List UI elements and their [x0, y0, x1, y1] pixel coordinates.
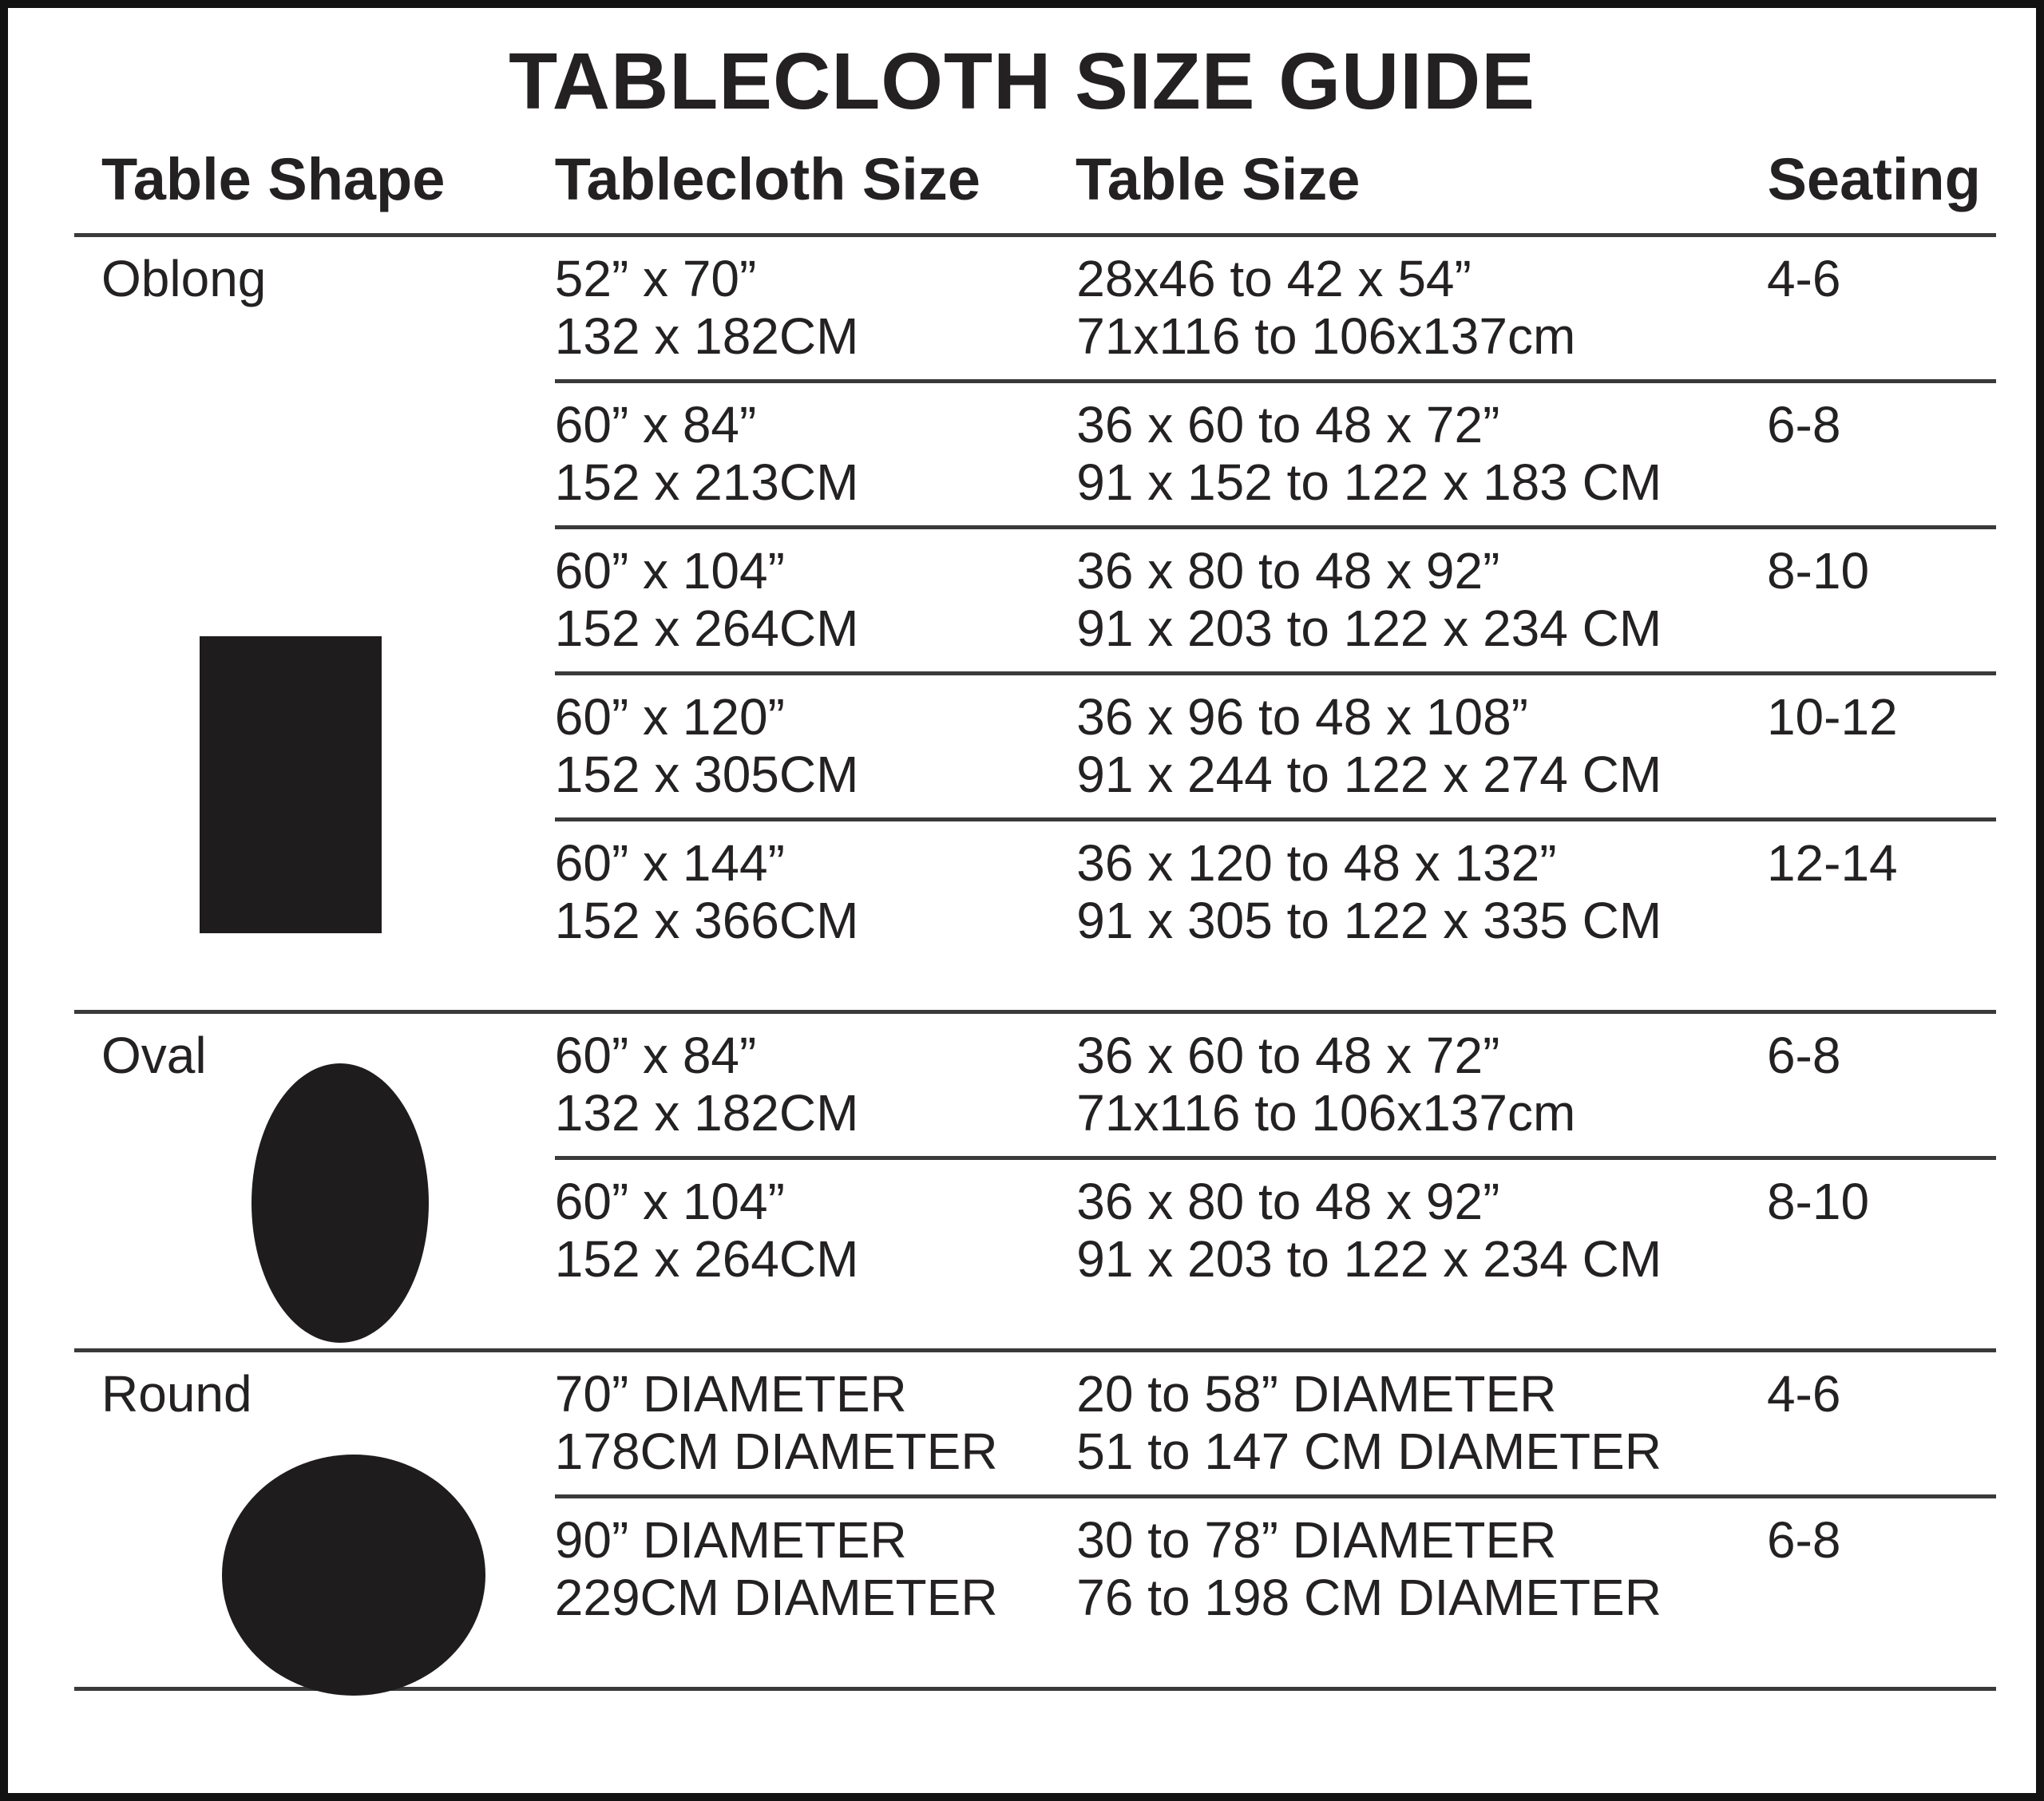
seating-cell: 6-8 — [1766, 396, 1841, 453]
table-size-cell: 36 x 60 to 48 x 72” 91 x 152 to 122 x 18… — [1076, 396, 1767, 511]
table-row: 70” DIAMETER 178CM DIAMETER 20 to 58” DI… — [554, 1352, 1996, 1498]
table-size-cell: 30 to 78” DIAMETER 76 to 198 CM DIAMETER — [1076, 1511, 1767, 1626]
size-line-cm: 91 x 152 to 122 x 183 CM — [1076, 453, 1662, 511]
seating-cell: 4-6 — [1766, 250, 1841, 307]
size-line-cm: 152 x 366CM — [554, 892, 859, 949]
tablecloth-size-cell: 60” x 104” 152 x 264CM — [555, 1173, 1077, 1288]
size-line-inches: 36 x 80 to 48 x 92” — [1076, 542, 1500, 600]
size-line-cm: 229CM DIAMETER — [554, 1569, 998, 1626]
table-row: 60” x 104” 152 x 264CM 36 x 80 to 48 x 9… — [555, 1160, 1996, 1348]
size-line-inches: 36 x 96 to 48 x 108” — [1076, 688, 1528, 746]
tablecloth-size-cell: 52” x 70” 132 x 182CM — [555, 250, 1077, 365]
size-line-inches: 60” x 84” — [554, 1027, 757, 1084]
size-line-cm: 91 x 203 to 122 x 234 CM — [1076, 600, 1662, 657]
size-line-cm: 91 x 244 to 122 x 274 CM — [1076, 746, 1662, 803]
shape-label-oblong: Oblong — [101, 250, 267, 307]
col-header-table-size: Table Size — [1075, 146, 1361, 212]
size-line-cm: 152 x 264CM — [554, 600, 859, 657]
rectangle-icon — [200, 636, 382, 933]
table-size-cell: 36 x 120 to 48 x 132” 91 x 305 to 122 x … — [1076, 834, 1767, 949]
size-table: Table Shape Tablecloth Size Table Size S… — [8, 150, 2036, 1696]
size-line-cm: 91 x 203 to 122 x 234 CM — [1076, 1230, 1662, 1288]
size-line-inches: 52” x 70” — [554, 250, 757, 307]
table-row: 60” x 144” 152 x 366CM 36 x 120 to 48 x … — [555, 821, 1996, 1010]
seating-cell: 8-10 — [1766, 542, 1870, 600]
seating-cell: 6-8 — [1766, 1027, 1841, 1084]
size-line-inches: 28x46 to 42 x 54” — [1076, 250, 1472, 307]
table-size-cell: 28x46 to 42 x 54” 71x116 to 106x137cm — [1076, 250, 1767, 365]
col-header-tablecloth-size: Tablecloth Size — [554, 146, 980, 212]
tablecloth-size-cell: 60” x 84” 132 x 182CM — [555, 1027, 1077, 1142]
size-line-cm: 152 x 264CM — [554, 1230, 859, 1288]
seating-cell: 10-12 — [1766, 688, 1898, 746]
table-row: 60” x 104” 152 x 264CM 36 x 80 to 48 x 9… — [554, 529, 1996, 675]
header-row: Table Shape Tablecloth Size Table Size S… — [74, 150, 1996, 237]
page-title: TABLECLOTH SIZE GUIDE — [509, 37, 1535, 126]
size-line-inches: 36 x 60 to 48 x 72” — [1076, 1027, 1500, 1084]
size-line-inches: 60” x 144” — [554, 834, 785, 892]
size-line-cm: 76 to 198 CM DIAMETER — [1076, 1569, 1662, 1626]
shape-label-oval: Oval — [101, 1027, 207, 1084]
table-row: 60” x 120” 152 x 305CM 36 x 96 to 48 x 1… — [554, 675, 1996, 821]
size-line-cm: 178CM DIAMETER — [554, 1423, 998, 1480]
size-line-inches: 36 x 120 to 48 x 132” — [1076, 834, 1557, 892]
col-header-table-shape: Table Shape — [101, 146, 446, 212]
table-size-cell: 36 x 96 to 48 x 108” 91 x 244 to 122 x 2… — [1076, 688, 1767, 803]
tablecloth-size-cell: 60” x 104” 152 x 264CM — [555, 542, 1077, 657]
tablecloth-size-cell: 90” DIAMETER 229CM DIAMETER — [555, 1511, 1077, 1626]
seating-cell: 4-6 — [1766, 1365, 1841, 1423]
size-line-inches: 36 x 60 to 48 x 72” — [1076, 396, 1500, 453]
size-line-inches: 60” x 84” — [554, 396, 757, 453]
table-size-cell: 20 to 58” DIAMETER 51 to 147 CM DIAMETER — [1076, 1365, 1767, 1480]
size-line-inches: 90” DIAMETER — [554, 1511, 907, 1569]
col-header-seating: Seating — [1767, 146, 1981, 212]
size-line-inches: 70” DIAMETER — [554, 1365, 907, 1423]
shape-label-round: Round — [101, 1365, 252, 1423]
size-line-inches: 60” x 104” — [554, 1173, 785, 1230]
size-line-inches: 30 to 78” DIAMETER — [1076, 1511, 1557, 1569]
circle-icon — [222, 1455, 485, 1696]
tablecloth-size-cell: 70” DIAMETER 178CM DIAMETER — [555, 1365, 1077, 1480]
table-size-cell: 36 x 60 to 48 x 72” 71x116 to 106x137cm — [1076, 1027, 1767, 1142]
size-line-inches: 60” x 120” — [554, 688, 785, 746]
size-line-cm: 71x116 to 106x137cm — [1076, 1084, 1576, 1142]
seating-cell: 8-10 — [1766, 1173, 1870, 1230]
size-line-cm: 152 x 305CM — [554, 746, 859, 803]
tablecloth-size-cell: 60” x 120” 152 x 305CM — [555, 688, 1077, 803]
tablecloth-size-cell: 60” x 84” 152 x 213CM — [555, 396, 1077, 511]
size-line-inches: 36 x 80 to 48 x 92” — [1076, 1173, 1500, 1230]
size-line-cm: 132 x 182CM — [554, 307, 859, 365]
tablecloth-size-cell: 60” x 144” 152 x 366CM — [555, 834, 1077, 949]
section-oblong: Oblong 52” x 70” 132 x 182CM 28x46 to 42… — [74, 237, 1996, 1014]
size-line-cm: 132 x 182CM — [554, 1084, 859, 1142]
table-row: 60” x 84” 152 x 213CM 36 x 60 to 48 x 72… — [554, 383, 1996, 529]
seating-cell: 6-8 — [1766, 1511, 1841, 1569]
table-size-cell: 36 x 80 to 48 x 92” 91 x 203 to 122 x 23… — [1076, 1173, 1767, 1288]
section-oval: Oval 60” x 84” 132 x 182CM 36 x 60 to 48… — [74, 1014, 1996, 1352]
oval-icon — [252, 1063, 429, 1343]
section-round: Round 70” DIAMETER 178CM DIAMETER 20 to … — [74, 1352, 1996, 1696]
table-size-cell: 36 x 80 to 48 x 92” 91 x 203 to 122 x 23… — [1076, 542, 1767, 657]
table-row: 60” x 84” 132 x 182CM 36 x 60 to 48 x 72… — [554, 1014, 1996, 1160]
table-row: 52” x 70” 132 x 182CM 28x46 to 42 x 54” … — [554, 237, 1996, 383]
seating-cell: 12-14 — [1766, 834, 1898, 892]
table-row: 90” DIAMETER 229CM DIAMETER 30 to 78” DI… — [555, 1498, 1996, 1687]
size-line-cm: 152 x 213CM — [554, 453, 859, 511]
size-line-cm: 51 to 147 CM DIAMETER — [1076, 1423, 1662, 1480]
size-line-inches: 20 to 58” DIAMETER — [1076, 1365, 1557, 1423]
size-line-cm: 71x116 to 106x137cm — [1076, 307, 1576, 365]
size-line-inches: 60” x 104” — [554, 542, 785, 600]
size-line-cm: 91 x 305 to 122 x 335 CM — [1076, 892, 1662, 949]
